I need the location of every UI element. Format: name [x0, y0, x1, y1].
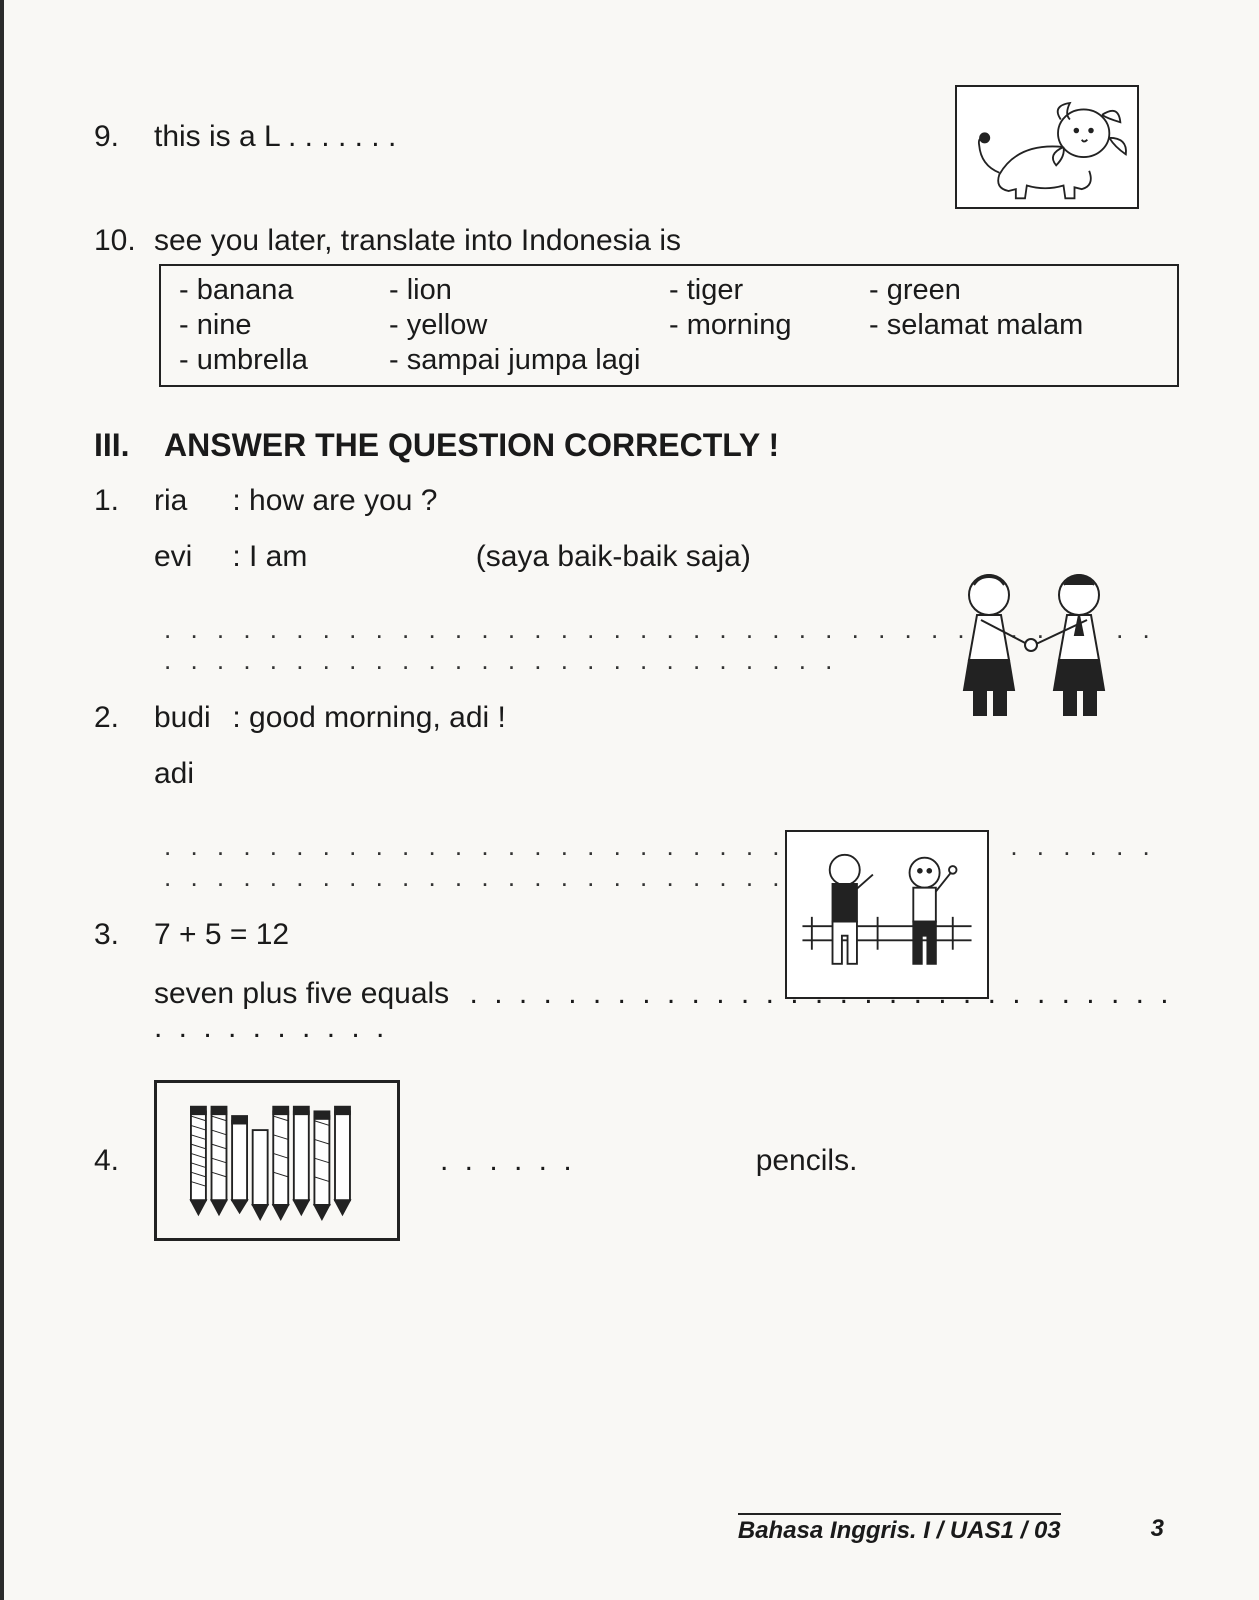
- handshake-icon: [929, 560, 1139, 720]
- dialogue-line: adi: [154, 757, 1179, 791]
- boys-greeting-illustration: [785, 830, 989, 999]
- section-title: ANSWER THE QUESTION CORRECTLY !: [164, 427, 779, 464]
- pencils-icon: [162, 1088, 392, 1233]
- tail-word: pencils.: [756, 1144, 858, 1178]
- bank-cell: [869, 344, 1159, 377]
- pencils-illustration: [154, 1080, 400, 1241]
- s3q3-number: 3.: [94, 918, 154, 952]
- bank-cell: - green: [869, 274, 1159, 307]
- bank-cell: - sampai jumpa lagi: [389, 344, 669, 377]
- mid-dots: . . . . . .: [440, 1144, 576, 1178]
- bank-cell: - umbrella: [179, 344, 389, 377]
- utterance: : how are you ?: [232, 484, 437, 517]
- bank-cell: - yellow: [389, 309, 669, 342]
- s3q1-number: 1.: [94, 484, 154, 518]
- equation-words: seven plus five equals: [154, 977, 449, 1010]
- s3-question-4: 4.: [94, 1080, 1179, 1241]
- equation-words-line: seven plus five equals . . . . . . . . .…: [154, 977, 1179, 1045]
- page-number: 3: [1151, 1515, 1164, 1543]
- speaker: budi: [154, 701, 224, 735]
- bank-cell: - morning: [669, 309, 869, 342]
- section-3-heading: III. ANSWER THE QUESTION CORRECTLY !: [94, 427, 1179, 464]
- utterance: : good morning, adi !: [232, 701, 506, 734]
- utterance: : I am: [232, 540, 307, 573]
- worksheet-page: 9. this is a L . . . . . . . 10.: [0, 0, 1259, 1600]
- hint: (saya baik-baik saja): [476, 540, 751, 573]
- bank-cell: [669, 344, 869, 377]
- page-footer: Bahasa Inggris. I / UAS1 / 03 3: [738, 1513, 1164, 1545]
- speaker: ria: [154, 484, 224, 518]
- s3q4-number: 4.: [94, 1144, 154, 1178]
- s3-question-2: 2. budi : good morning, adi ! adi: [94, 701, 1179, 803]
- lion-icon: [962, 92, 1132, 202]
- s3q2-number: 2.: [94, 701, 154, 735]
- lion-illustration: [955, 85, 1139, 209]
- section-roman: III.: [94, 427, 164, 464]
- q9-number: 9.: [94, 120, 154, 154]
- answer-line: . . . . . . . . . . . . . . . . . . . . …: [164, 831, 1179, 893]
- footer-title: Bahasa Inggris. I / UAS1 / 03: [738, 1513, 1061, 1545]
- q10-number: 10.: [94, 224, 154, 258]
- speaker: adi: [154, 757, 224, 791]
- dialogue-line: ria : how are you ?: [154, 484, 1179, 518]
- bank-cell: - tiger: [669, 274, 869, 307]
- equation: 7 + 5 = 12: [154, 918, 1179, 952]
- two-children-handshake-illustration: [929, 560, 1139, 720]
- word-bank: - banana - lion - tiger - green - nine -…: [159, 264, 1179, 387]
- speaker: evi: [154, 540, 224, 574]
- greeting-icon: [792, 837, 982, 992]
- bank-cell: - lion: [389, 274, 669, 307]
- bank-cell: - selamat malam: [869, 309, 1159, 342]
- s3-question-3: 3. 7 + 5 = 12 seven plus five equals . .…: [94, 918, 1179, 1045]
- question-10: 10. see you later, translate into Indone…: [94, 224, 1179, 387]
- q10-text: see you later, translate into Indonesia …: [154, 224, 1179, 258]
- dialogue-line: budi : good morning, adi !: [154, 701, 1179, 735]
- bank-cell: - banana: [179, 274, 389, 307]
- bank-cell: - nine: [179, 309, 389, 342]
